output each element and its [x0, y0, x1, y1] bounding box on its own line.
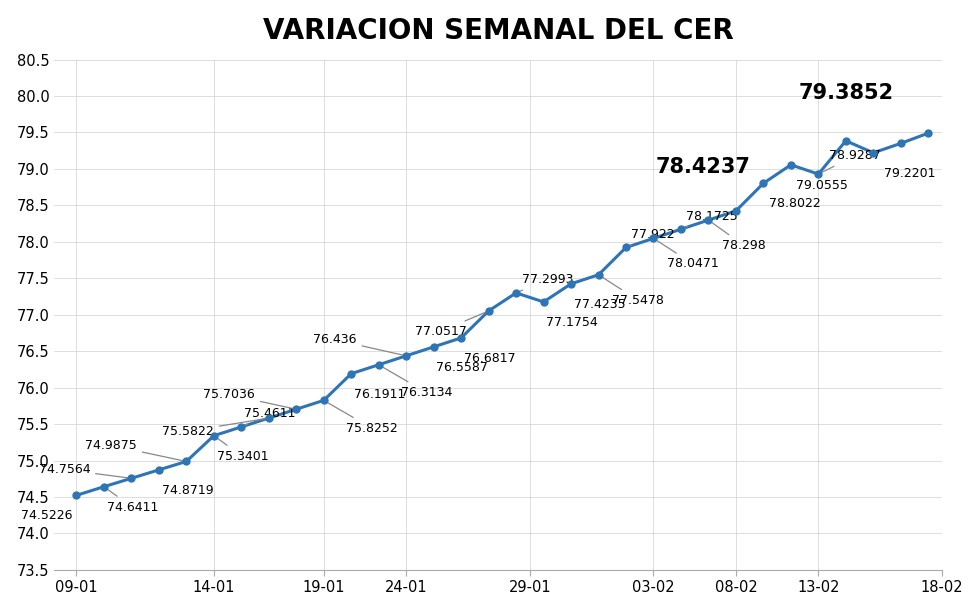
Text: 78.8022: 78.8022 — [769, 197, 820, 210]
Text: 75.4611: 75.4611 — [244, 408, 296, 426]
Text: 78.0471: 78.0471 — [656, 240, 719, 271]
Text: 77.2993: 77.2993 — [518, 274, 573, 292]
Text: 76.3134: 76.3134 — [381, 366, 452, 399]
Title: VARIACION SEMANAL DEL CER: VARIACION SEMANAL DEL CER — [263, 17, 734, 45]
Text: 78.1725: 78.1725 — [683, 209, 738, 228]
Text: 76.1911: 76.1911 — [354, 387, 406, 401]
Text: 79.2201: 79.2201 — [884, 166, 936, 180]
Text: 74.8719: 74.8719 — [162, 484, 214, 497]
Text: 77.5478: 77.5478 — [601, 276, 664, 307]
Text: 75.7036: 75.7036 — [203, 388, 294, 409]
Text: 77.1754: 77.1754 — [546, 316, 598, 329]
Text: 78.9287: 78.9287 — [821, 149, 881, 173]
Text: 79.0555: 79.0555 — [797, 179, 849, 192]
Text: 75.3401: 75.3401 — [216, 438, 269, 463]
Text: 74.5226: 74.5226 — [21, 509, 73, 522]
Text: 78.298: 78.298 — [710, 222, 766, 252]
Text: 79.3852: 79.3852 — [799, 83, 894, 103]
Text: 76.436: 76.436 — [314, 334, 404, 355]
Text: 76.6817: 76.6817 — [464, 352, 515, 365]
Text: 75.5822: 75.5822 — [162, 419, 266, 438]
Text: 78.4237: 78.4237 — [656, 157, 751, 177]
Text: 74.6411: 74.6411 — [106, 488, 158, 513]
Text: 77.922: 77.922 — [628, 228, 675, 246]
Text: 77.0517: 77.0517 — [415, 312, 486, 338]
Text: 76.5587: 76.5587 — [436, 361, 488, 374]
Text: 74.9875: 74.9875 — [85, 439, 183, 461]
Text: 75.8252: 75.8252 — [326, 401, 398, 435]
Text: 77.4235: 77.4235 — [573, 298, 625, 311]
Text: 74.7564: 74.7564 — [38, 463, 128, 478]
